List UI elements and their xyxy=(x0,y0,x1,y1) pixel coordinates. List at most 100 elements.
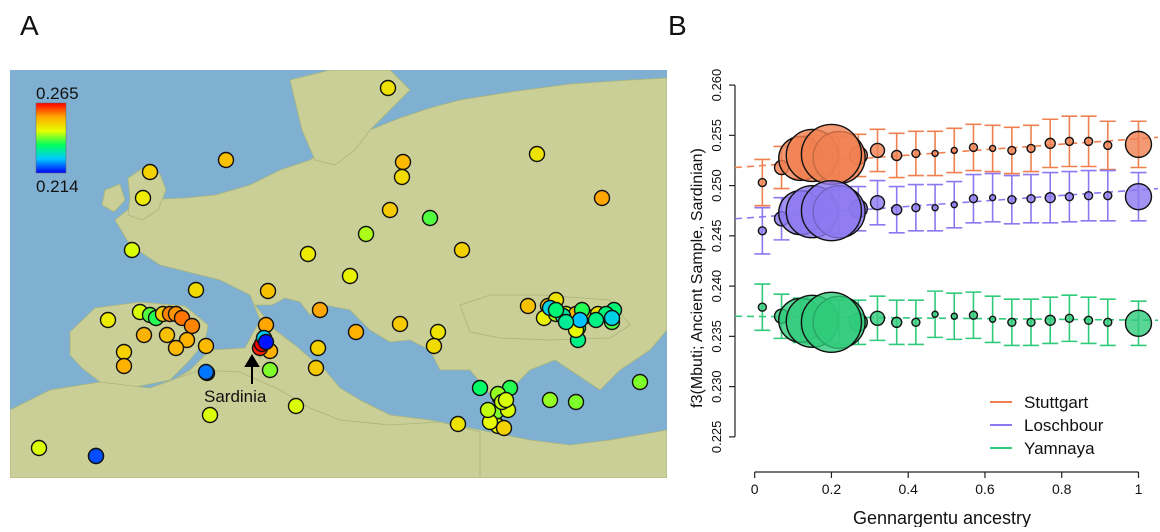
map-sample-point xyxy=(519,297,537,315)
point-stuttgart xyxy=(1007,145,1017,156)
map-sample-point xyxy=(528,145,546,163)
point-yamnaya xyxy=(1044,314,1056,326)
point-loschbour xyxy=(1044,191,1056,204)
map-sample-point xyxy=(587,311,605,329)
point-yamnaya xyxy=(869,310,886,326)
point-loschbour xyxy=(1026,193,1036,204)
panel-label-b: B xyxy=(668,10,687,41)
map-sample-point xyxy=(141,163,159,181)
map-sample-point xyxy=(99,311,117,329)
y-axis-label: f3(Mbuti; Ancient Sample, Sardinian) xyxy=(689,148,706,408)
point-loschbour xyxy=(757,226,768,236)
y-tick-label: 0.255 xyxy=(709,119,724,152)
point-yamnaya xyxy=(968,310,979,320)
point-yamnaya xyxy=(757,302,768,312)
point-loschbour xyxy=(1124,182,1153,211)
map-sample-point xyxy=(593,189,611,207)
map-sample-point xyxy=(421,209,439,227)
f3-chart-panel: 0.225 0.230 0.235 0.240 0.245 0.250 0.255 0.260… xyxy=(680,60,1160,528)
legend-label-yamnaya: Yamnaya xyxy=(1024,439,1095,458)
map-sample-point xyxy=(394,153,412,171)
sardinia-label: Sardinia xyxy=(204,387,267,406)
map-sample-point xyxy=(309,339,327,357)
series-stuttgart xyxy=(754,115,1153,207)
point-stuttgart xyxy=(757,177,768,188)
point-loschbour xyxy=(1083,190,1094,201)
x-tick-label: 0.6 xyxy=(975,481,995,497)
x-axis-label: Gennargentu ancestry xyxy=(853,508,1031,527)
map-sample-point xyxy=(347,323,365,341)
map-sample-point xyxy=(30,439,48,457)
map-sample-point xyxy=(479,401,497,419)
point-stuttgart xyxy=(950,146,958,155)
point-stuttgart xyxy=(890,149,903,162)
map-sample-point xyxy=(631,373,649,391)
map-sample-point xyxy=(307,359,325,377)
point-yamnaya xyxy=(1124,309,1153,337)
map-sample-point xyxy=(391,315,409,333)
point-yamnaya xyxy=(890,316,903,328)
map-sample-point xyxy=(201,406,219,424)
point-loschbour xyxy=(800,180,863,242)
point-loschbour xyxy=(1103,190,1113,201)
x-tick-label: 0.4 xyxy=(898,481,918,497)
point-stuttgart xyxy=(869,142,886,159)
y-tick-label: 0.235 xyxy=(709,320,724,353)
point-stuttgart xyxy=(968,142,979,153)
europe-map: Sardinia 0.265 0.214 xyxy=(9,69,668,479)
point-yamnaya xyxy=(1064,313,1075,323)
series-loschbour xyxy=(754,169,1153,255)
point-stuttgart xyxy=(1064,136,1075,147)
map-sample-points xyxy=(30,79,649,465)
point-stuttgart xyxy=(911,148,921,159)
map-sample-point xyxy=(495,419,513,437)
point-stuttgart xyxy=(800,123,863,186)
legend-label-loschbour: Loschbour xyxy=(1024,416,1104,435)
map-sample-point xyxy=(541,391,559,409)
map-sample-point xyxy=(158,326,176,344)
map-sample-point xyxy=(299,245,317,263)
map-sample-point xyxy=(341,267,359,285)
map-sample-point xyxy=(178,331,196,349)
map-sample-point xyxy=(567,393,585,411)
point-yamnaya xyxy=(931,310,939,318)
map-sample-point xyxy=(381,201,399,219)
point-yamnaya xyxy=(988,315,997,323)
map-sample-point xyxy=(603,309,621,327)
point-yamnaya xyxy=(1007,317,1017,327)
landmass-ireland xyxy=(101,183,126,213)
point-yamnaya xyxy=(1083,315,1094,325)
map-sample-point xyxy=(357,225,375,243)
landmass-north-africa xyxy=(9,369,481,479)
landmass-scandinavia xyxy=(289,69,411,166)
map-sample-point xyxy=(471,379,489,397)
x-tick-label: 0 xyxy=(751,481,759,497)
y-tick-label: 0.260 xyxy=(709,69,724,102)
x-tick-label: 1 xyxy=(1135,481,1143,497)
point-stuttgart xyxy=(1124,130,1153,159)
map-sample-point xyxy=(87,447,105,465)
point-loschbour xyxy=(988,193,997,202)
map-sample-point xyxy=(379,79,397,97)
point-stuttgart xyxy=(931,149,939,158)
map-sample-point xyxy=(134,189,152,207)
point-yamnaya xyxy=(950,312,958,320)
point-yamnaya xyxy=(911,317,921,327)
f3-chart: 0.225 0.230 0.235 0.240 0.245 0.250 0.255 0.260… xyxy=(689,69,1159,528)
map-sample-point xyxy=(311,301,329,319)
y-tick-label: 0.245 xyxy=(709,220,724,253)
map-sample-point xyxy=(287,397,305,415)
map-sample-point xyxy=(123,241,141,259)
y-tick-label: 0.250 xyxy=(709,169,724,202)
map-sample-point xyxy=(261,361,279,379)
map-sample-point xyxy=(217,151,235,169)
point-loschbour xyxy=(890,204,903,216)
series-yamnaya xyxy=(754,283,1153,353)
point-stuttgart xyxy=(988,144,997,153)
x-tick-label: 0.8 xyxy=(1052,481,1072,497)
map-sample-point xyxy=(547,301,565,319)
colorbar-gradient xyxy=(35,102,67,174)
map-sample-point xyxy=(187,281,205,299)
map-sample-point xyxy=(183,317,201,335)
map-panel: Sardinia 0.265 0.214 xyxy=(9,69,668,479)
